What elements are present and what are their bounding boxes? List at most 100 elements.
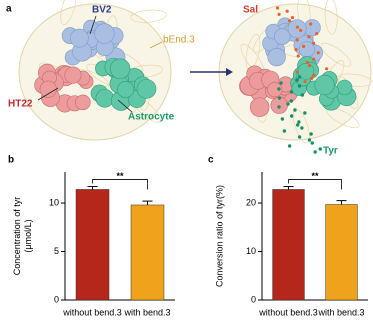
significance-bracket	[288, 179, 342, 190]
sal-dot	[316, 51, 320, 55]
endothelial-cell	[320, 42, 352, 67]
cell	[64, 66, 82, 84]
sal-dot	[295, 25, 300, 29]
cell	[94, 23, 115, 44]
tyr-dot	[279, 81, 283, 85]
tyr-dot	[287, 144, 292, 148]
tyr-dot	[277, 87, 281, 91]
tyr-dot	[297, 120, 301, 124]
tyr-dot	[280, 117, 285, 121]
arrow-head	[226, 68, 233, 76]
cell	[249, 97, 270, 117]
label: bEnd.3	[163, 35, 195, 46]
cell	[69, 28, 89, 48]
sal-dot	[295, 38, 299, 42]
sal-dot	[310, 76, 314, 80]
y-tick-label: 10	[246, 246, 256, 256]
sal-dot	[287, 19, 292, 23]
y-tick-label: 0	[251, 294, 256, 304]
sal-dot	[299, 28, 303, 32]
tyr-dot	[318, 147, 322, 151]
sal-dot	[309, 22, 313, 26]
tyr-dot	[310, 141, 314, 145]
y-tick-label: 10	[49, 197, 59, 207]
cell	[267, 47, 286, 67]
sal-dot	[325, 67, 329, 71]
sal-dot	[312, 57, 316, 61]
endothelial-cell	[130, 9, 167, 23]
bar	[325, 204, 358, 301]
cell	[117, 81, 135, 98]
cell	[136, 79, 157, 99]
sal-dot	[303, 80, 307, 84]
cell	[109, 58, 131, 79]
sal-dot	[301, 44, 306, 49]
tyr-dot	[303, 111, 307, 115]
x-tick-label: without bend.3	[62, 307, 122, 317]
tyr-dot	[297, 75, 302, 79]
cell	[273, 28, 291, 45]
sal-dot	[312, 73, 316, 77]
sal-dot	[294, 48, 298, 52]
endothelial-cell	[60, 0, 77, 25]
tyr-dot	[277, 105, 281, 109]
x-tick-label: with bend.3	[123, 307, 170, 317]
panel-letter: b	[8, 155, 14, 166]
cell	[39, 80, 57, 98]
label: BV2	[92, 5, 112, 16]
tyr-dot	[282, 129, 287, 133]
tyr-dot	[293, 108, 297, 112]
cell	[75, 94, 91, 111]
significance: **	[311, 171, 319, 181]
tyr-dot	[300, 126, 304, 130]
sal-dot	[311, 41, 316, 45]
leader	[117, 99, 133, 113]
tyr-dot	[295, 123, 300, 127]
cell	[267, 82, 283, 98]
sal-dot	[285, 9, 289, 13]
tyr-dot	[309, 132, 313, 136]
label: HT22	[8, 99, 33, 110]
sal-dot	[275, 6, 280, 10]
leader	[89, 15, 97, 35]
tyr-dot	[286, 102, 290, 106]
panel-letter: c	[208, 155, 214, 166]
panel-letter: a	[6, 4, 12, 15]
tyr-dot	[307, 138, 312, 142]
tyr-dot	[289, 114, 294, 118]
cell	[95, 89, 115, 108]
tyr-dot	[289, 99, 294, 103]
y-tick-label: 0	[54, 294, 59, 304]
y-tick-label: 20	[246, 197, 256, 207]
tyr-dot	[277, 96, 282, 100]
tyr-dot	[297, 135, 302, 139]
x-tick-label: without bend.3	[258, 307, 318, 317]
sal-dot	[307, 35, 311, 39]
x-tick-label: with bend.3	[317, 307, 364, 317]
bar	[272, 189, 305, 301]
y-tick-label: 5	[54, 246, 59, 256]
y-axis-label: Concentration of tyr	[12, 197, 22, 276]
bar	[130, 204, 165, 301]
cell	[336, 79, 353, 96]
sal-dot	[307, 64, 312, 68]
sal-dot	[305, 60, 309, 64]
sal-dot	[277, 12, 281, 16]
leader	[149, 41, 163, 49]
significance-bracket	[92, 179, 148, 190]
y-axis-label: (μmol/L)	[23, 219, 33, 252]
y-axis-label: Conversion ratio of tyr(%)	[214, 185, 224, 287]
sal-dot	[295, 70, 299, 74]
label: Sal	[243, 5, 258, 16]
tyr-dot	[295, 78, 299, 82]
sal-dot	[315, 31, 319, 36]
cell-diagram	[18, 0, 373, 154]
significance: **	[116, 171, 124, 181]
bar	[75, 189, 110, 301]
tyr-dot	[313, 150, 317, 154]
label: Tyr	[323, 146, 338, 157]
sal-dot	[296, 54, 300, 58]
leader	[37, 87, 59, 101]
tyr-dot	[300, 93, 305, 97]
